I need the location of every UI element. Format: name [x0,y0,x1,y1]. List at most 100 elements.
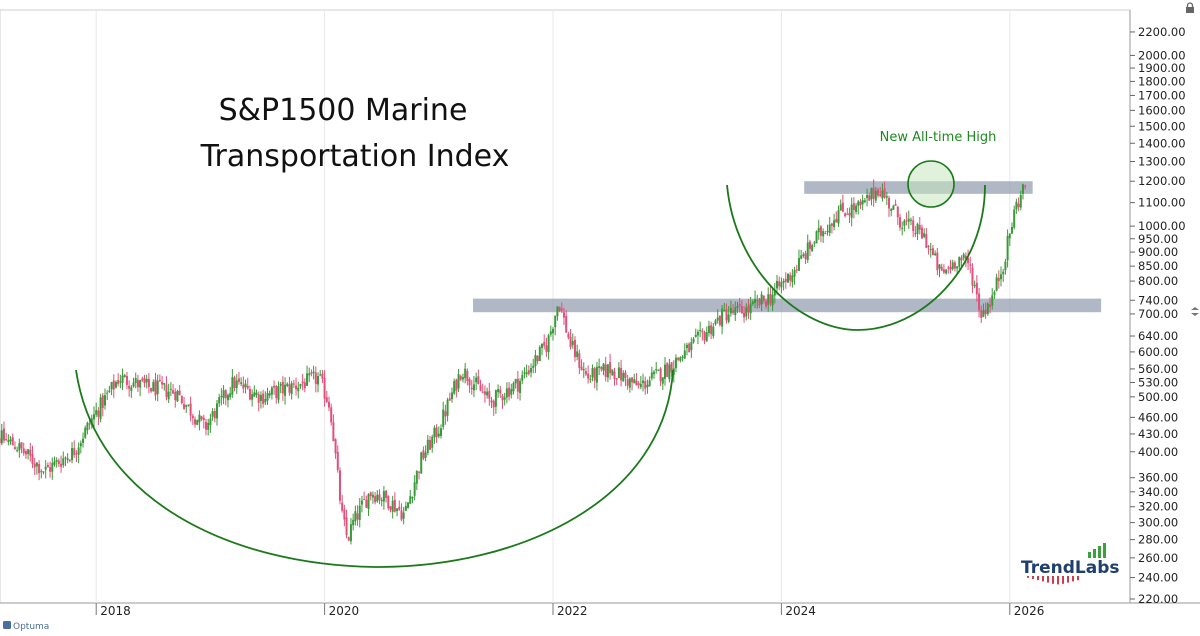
candle-body [688,343,691,353]
candle-body [609,362,612,374]
candle-body [567,333,570,338]
logo-bar [1077,576,1079,581]
candle-body [437,433,440,437]
candle-body [587,373,590,379]
support-zone [473,298,1102,313]
candle-body [310,372,313,374]
candle-body [292,383,295,385]
candle-body [150,388,153,392]
candle-body [251,394,254,400]
candle-body [332,422,335,441]
candle-body [426,439,429,453]
y-tick-label: 1400.00 [1138,136,1186,150]
y-tick-label: 500.00 [1138,390,1178,404]
candle-body [178,390,181,395]
candle-body [31,454,34,464]
y-tick-label: 260.00 [1138,551,1178,565]
candle-body [246,385,249,389]
y-tick-label: 700.00 [1138,307,1178,321]
candle-body [811,244,814,251]
candle-body [973,285,976,287]
candle-body [745,307,748,317]
candle-body [620,367,623,381]
candle-body [962,254,965,259]
candle-body [297,387,300,392]
candle-body [422,450,425,459]
candle-body [543,342,546,346]
logo-bar [1062,576,1064,584]
candle-body [431,436,434,448]
candle-body [93,414,96,420]
candle-body [455,379,458,391]
logo-bar [1098,546,1101,558]
y-tick-label: 2200.00 [1138,25,1186,39]
candle-body [51,463,54,472]
x-tick-label: 2024 [785,604,816,618]
candle-body [626,379,629,386]
y-tick-label: 340.00 [1138,485,1178,499]
candle-body [7,440,10,442]
candle-body [253,392,256,397]
candle-body [218,397,221,404]
candle-body [701,330,704,333]
candle-body [771,294,774,306]
candle-body [617,367,620,379]
candle-body [639,383,642,388]
scroll-arrows-icon[interactable] [1191,307,1199,316]
candle-body [158,380,161,382]
candle-body [558,307,561,311]
y-tick-label: 460.00 [1138,410,1178,424]
lock-icon[interactable] [1186,2,1194,13]
candle-body [734,307,737,316]
candle-body [861,200,864,205]
candle-body [413,482,416,496]
trendlabs-logo: TrendLabs [1021,543,1120,585]
candle-body [114,382,117,388]
candle-body [852,203,855,211]
logo-bar [1088,552,1091,558]
candle-body [330,407,333,423]
candle-body [279,383,282,386]
candle-body [703,332,706,341]
candle-body [396,508,399,512]
candle-body [714,320,717,325]
candle-body [969,264,972,266]
candle-body [112,380,115,390]
candle-body [598,366,601,368]
candle-body [903,220,906,226]
candle-body [949,266,952,270]
candle-body [776,280,779,289]
candle-body [233,377,236,388]
candle-body [429,439,432,450]
candle-body [321,373,324,379]
candle-body [604,364,607,377]
candle-body [571,341,574,345]
candle-body [868,195,871,201]
logo-bar [1027,576,1029,578]
candle-body [888,197,891,209]
candle-body [830,223,833,226]
candle-body [125,375,128,385]
candle-body [844,213,847,217]
candle-body [0,430,3,444]
candle-body [760,294,763,305]
candle-body [718,315,721,325]
candle-body [898,217,901,228]
candle-body [749,303,752,314]
candle-body [354,511,357,522]
candle-body [984,309,987,315]
candle-body [648,380,651,387]
candle-body [290,383,293,395]
candle-body [786,273,789,283]
candle-body [420,452,423,474]
candle-body [53,461,56,465]
candle-body [912,220,915,232]
optuma-text: Optuma [13,622,49,631]
annotation-new-ath: New All-time High [880,130,997,145]
candle-body [527,370,530,374]
chart-title-line-2: Transportation Index [200,139,510,174]
candle-body [374,496,377,503]
optuma-icon [3,621,11,629]
candle-body [729,307,732,314]
candle-body [971,267,974,286]
